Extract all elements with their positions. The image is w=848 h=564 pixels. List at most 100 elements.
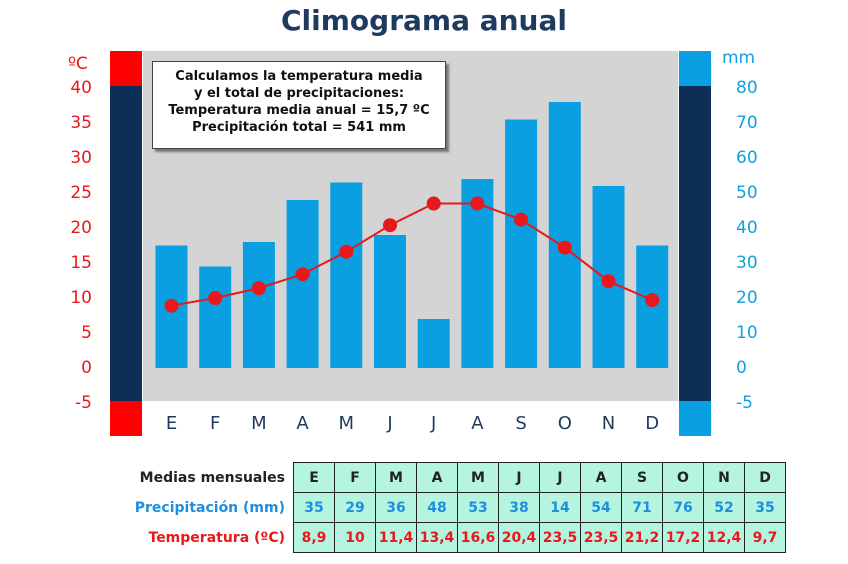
month-label: A	[471, 413, 484, 434]
left-tick-label: -5	[75, 393, 92, 413]
month-cell: D	[744, 462, 786, 493]
temperature-cell: 11,4	[375, 522, 417, 553]
right-tick-label: 70	[736, 113, 758, 133]
month-cell: N	[703, 462, 745, 493]
month-cell: J	[539, 462, 581, 493]
left-axis-bottom-band	[110, 401, 142, 436]
left-tick-label: 0	[81, 358, 92, 378]
precipitation-row: Precipitación (mm) 35 29 36 48 53 38 14 54 71 76 5…	[120, 492, 786, 523]
precipitation-bar	[286, 200, 319, 368]
precipitation-cell: 38	[498, 492, 540, 523]
temperature-cell: 16,6	[457, 522, 499, 553]
right-axis-unit: mm	[722, 48, 755, 68]
month-cell: E	[293, 462, 335, 493]
temperature-cell: 23,5	[539, 522, 581, 553]
left-tick-label: 5	[81, 323, 92, 343]
temperature-cell: 21,2	[621, 522, 663, 553]
left-tick-label: 25	[70, 183, 92, 203]
precipitation-bar	[330, 182, 363, 368]
precipitation-cell: 48	[416, 492, 458, 523]
precipitation-cell: 53	[457, 492, 499, 523]
precipitation-cell: 35	[293, 492, 335, 523]
annotation-line: Precipitación total = 541 mm	[192, 120, 406, 135]
month-label: J	[430, 413, 436, 434]
temperature-cell: 12,4	[703, 522, 745, 553]
precipitation-cell: 54	[580, 492, 622, 523]
month-label: O	[558, 413, 572, 434]
precipitation-bar	[505, 119, 538, 368]
month-label: D	[645, 413, 659, 434]
month-cell: A	[580, 462, 622, 493]
left-tick-label: 10	[70, 288, 92, 308]
left-axis-unit: ºC	[68, 54, 88, 74]
precipitation-bar	[242, 242, 275, 368]
temperature-point	[557, 240, 572, 255]
month-label: N	[602, 413, 615, 434]
month-label: J	[386, 413, 392, 434]
right-tick-label: 50	[736, 183, 758, 203]
month-cell: F	[334, 462, 376, 493]
temperature-point	[295, 267, 310, 282]
month-label: F	[210, 413, 220, 434]
left-tick-label: 35	[70, 113, 92, 133]
left-tick-label: 20	[70, 218, 92, 238]
right-tick-label: 60	[736, 148, 758, 168]
month-cell: S	[621, 462, 663, 493]
month-cell: J	[498, 462, 540, 493]
precipitation-cell: 52	[703, 492, 745, 523]
month-label: A	[296, 413, 309, 434]
temperature-point	[426, 196, 441, 211]
month-label: E	[166, 413, 177, 434]
precipitation-cell: 29	[334, 492, 376, 523]
left-tick-label: 30	[70, 148, 92, 168]
precipitation-cell: 76	[662, 492, 704, 523]
months-row-label: Medias mensuales	[139, 469, 285, 486]
right-tick-label: 20	[736, 288, 758, 308]
temperature-point	[383, 218, 397, 233]
month-cell: M	[375, 462, 417, 493]
precipitation-bar	[417, 319, 450, 368]
left-tick-label: 40	[70, 78, 92, 98]
right-tick-label: 40	[736, 218, 758, 238]
month-label: M	[339, 413, 355, 434]
month-label: S	[515, 413, 526, 434]
temperature-cell: 13,4	[416, 522, 458, 553]
right-axis-unit-band	[679, 51, 711, 86]
month-label: M	[251, 413, 267, 434]
right-tick-label: 10	[736, 323, 758, 343]
precipitation-cell: 36	[375, 492, 417, 523]
right-tick-label: 80	[736, 78, 758, 98]
temperature-line	[171, 202, 653, 307]
temperature-point	[164, 298, 179, 313]
temperature-cell: 10	[334, 522, 376, 553]
annotation-box: Calculamos la temperatura media y el tot…	[152, 61, 446, 149]
temperature-point	[470, 196, 485, 211]
precipitation-cell: 35	[744, 492, 786, 523]
temperature-point	[514, 212, 529, 227]
month-cell: O	[662, 462, 704, 493]
right-axis-band	[679, 86, 711, 401]
precipitation-cell: 14	[539, 492, 581, 523]
left-axis-unit-band	[110, 51, 142, 86]
temperature-cell: 9,7	[744, 522, 786, 553]
temperature-row: Temperatura (ºC) 8,9 10 11,4 13,4 16,6 20,4 23…	[120, 522, 786, 553]
right-axis-bottom-band	[679, 401, 711, 436]
temperature-point	[601, 274, 616, 289]
precipitation-bar	[374, 235, 406, 368]
annotation-line: Calculamos la temperatura media	[175, 69, 423, 84]
precipitation-bar	[199, 266, 232, 368]
annotation-line: y el total de precipitaciones:	[193, 86, 405, 101]
temperature-cell: 23,5	[580, 522, 622, 553]
temperature-point	[645, 293, 660, 308]
month-cell: A	[416, 462, 458, 493]
left-tick-label: 15	[70, 253, 92, 273]
temperature-cell: 8,9	[293, 522, 335, 553]
temperature-point	[251, 281, 266, 296]
month-cell: M	[457, 462, 499, 493]
temperature-cell: 20,4	[498, 522, 540, 553]
temperature-point	[339, 244, 354, 259]
right-tick-label: 30	[736, 253, 758, 273]
left-axis-band	[110, 86, 142, 401]
